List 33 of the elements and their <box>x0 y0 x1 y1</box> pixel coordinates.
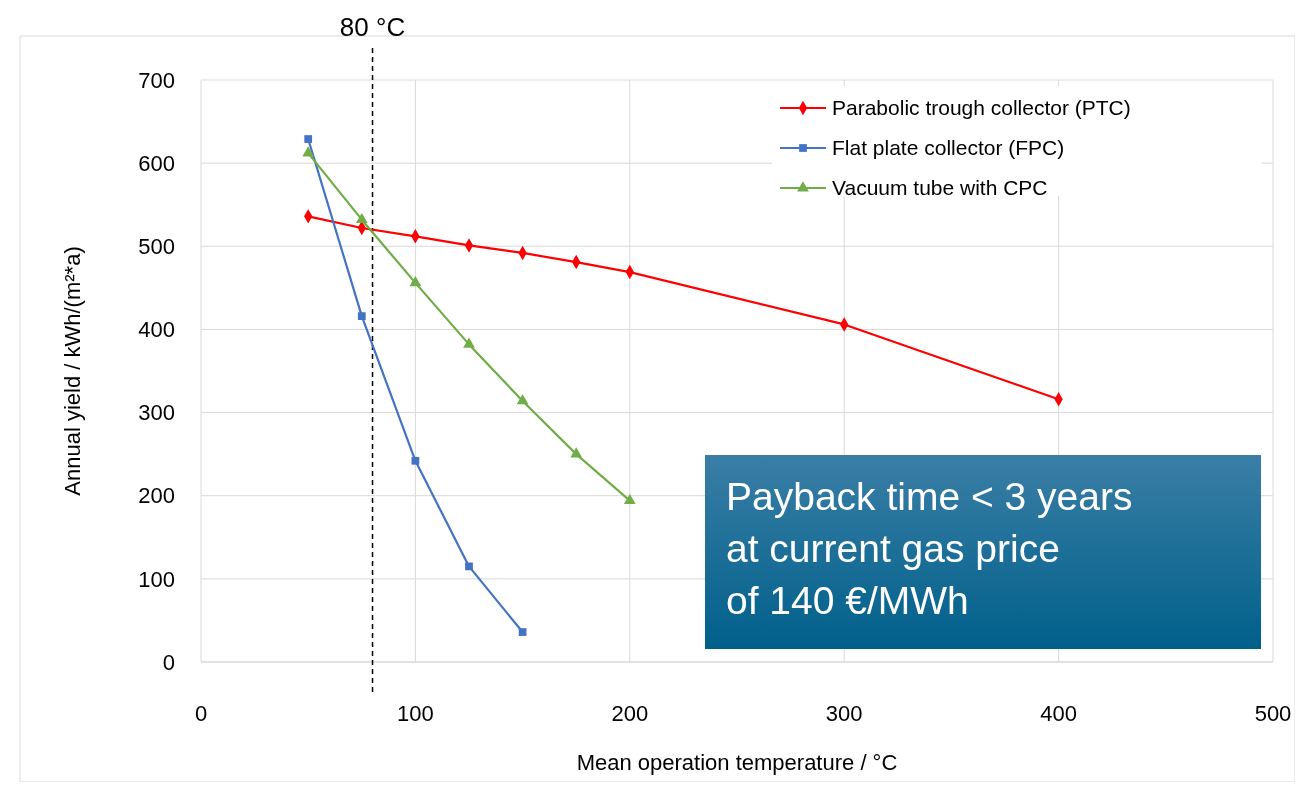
annotation: Payback time < 3 years at current gas price of 140 €/MWh <box>726 474 1133 622</box>
point <box>516 394 529 405</box>
ref-line-label: 80 °C <box>339 12 406 42</box>
point <box>570 447 583 458</box>
point <box>357 312 366 320</box>
y-tick-label: 100 <box>138 566 175 592</box>
point <box>623 493 636 505</box>
y-tick-label: 300 <box>138 400 175 426</box>
x-tick-label: 300 <box>825 700 863 726</box>
y-tick-label: 0 <box>162 649 175 675</box>
point <box>302 146 315 157</box>
legend-label: Parabolic trough collector (PTC) <box>832 96 1131 120</box>
point <box>409 276 422 287</box>
y-tick-label: 700 <box>138 67 175 93</box>
y-tick-label: 200 <box>138 483 175 509</box>
point <box>304 135 313 143</box>
point <box>355 212 368 224</box>
point <box>463 337 475 348</box>
point <box>465 562 473 571</box>
y-tick-label: 400 <box>138 317 175 343</box>
x-tick-label: 400 <box>1040 700 1077 726</box>
point <box>518 628 527 636</box>
legend-label: Flat plate collector (FPC) <box>832 136 1065 160</box>
y-tick-label: 500 <box>138 233 175 259</box>
x-tick-label: 0 <box>194 700 208 726</box>
x-tick-label: 500 <box>1254 700 1292 726</box>
point <box>411 456 420 465</box>
x-tick-label: 200 <box>611 700 649 726</box>
x-axis-title: Mean operation temperature / °C <box>576 750 898 775</box>
x-tick-label: 100 <box>397 700 434 726</box>
y-axis-title: Annual yield / kWh/(m²*a) <box>60 246 85 496</box>
legend-label: Vacuum tube with CPC <box>832 176 1048 200</box>
y-tick-label: 600 <box>138 150 175 176</box>
